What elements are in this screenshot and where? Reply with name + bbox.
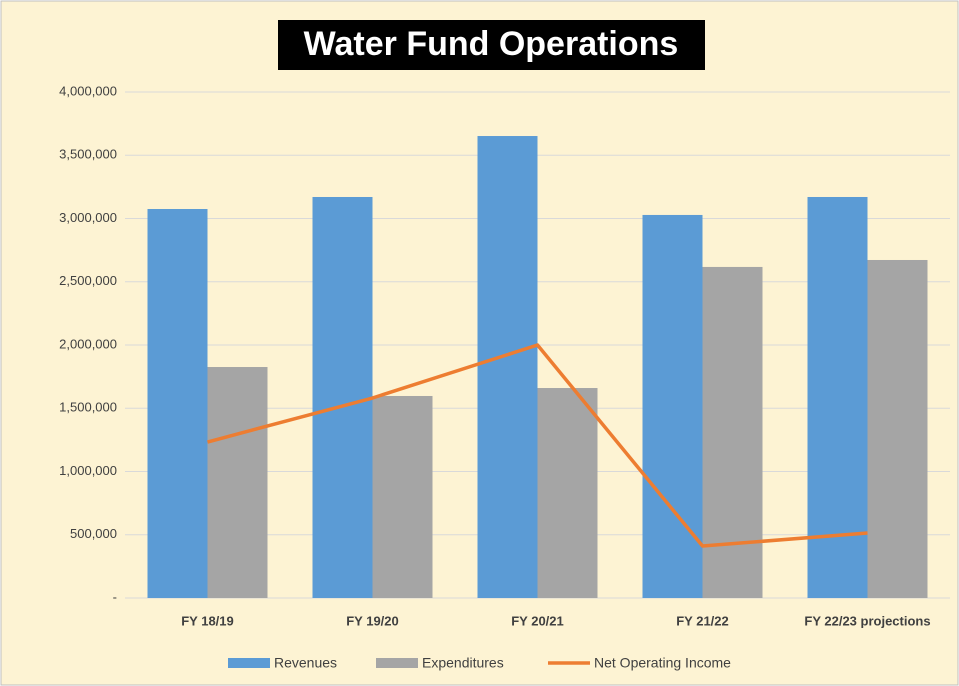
y-tick-label: 1,500,000 [59,400,117,415]
bar [207,367,268,598]
y-tick-label: 2,000,000 [59,336,117,351]
bar [642,214,703,598]
bar [312,196,373,598]
legend-label: Revenues [274,655,337,671]
y-tick-label: 4,000,000 [59,83,117,98]
y-tick-label: 1,000,000 [59,463,117,478]
x-tick-label: FY 22/23 projections [804,613,930,628]
bar [147,209,208,598]
x-tick-label: FY 19/20 [346,613,399,628]
legend-swatch [376,658,418,668]
y-tick-label: 2,500,000 [59,273,117,288]
x-tick-label: FY 21/22 [676,613,729,628]
chart-title: Water Fund Operations [304,25,679,63]
bar [807,196,868,598]
bar [867,259,928,598]
legend-swatch [228,658,270,668]
y-tick-label: 3,000,000 [59,210,117,225]
y-tick-label: 500,000 [70,526,117,541]
title-box [278,20,705,70]
x-tick-label: FY 18/19 [181,613,234,628]
legend-label: Net Operating Income [594,655,731,671]
bar [372,395,433,598]
bar [537,388,598,598]
bar [702,266,763,598]
y-tick-label: - [113,589,117,604]
bar [477,136,538,598]
legend-label: Expenditures [422,655,504,671]
x-tick-label: FY 20/21 [511,613,564,628]
y-tick-label: 3,500,000 [59,147,117,162]
line [207,343,868,548]
